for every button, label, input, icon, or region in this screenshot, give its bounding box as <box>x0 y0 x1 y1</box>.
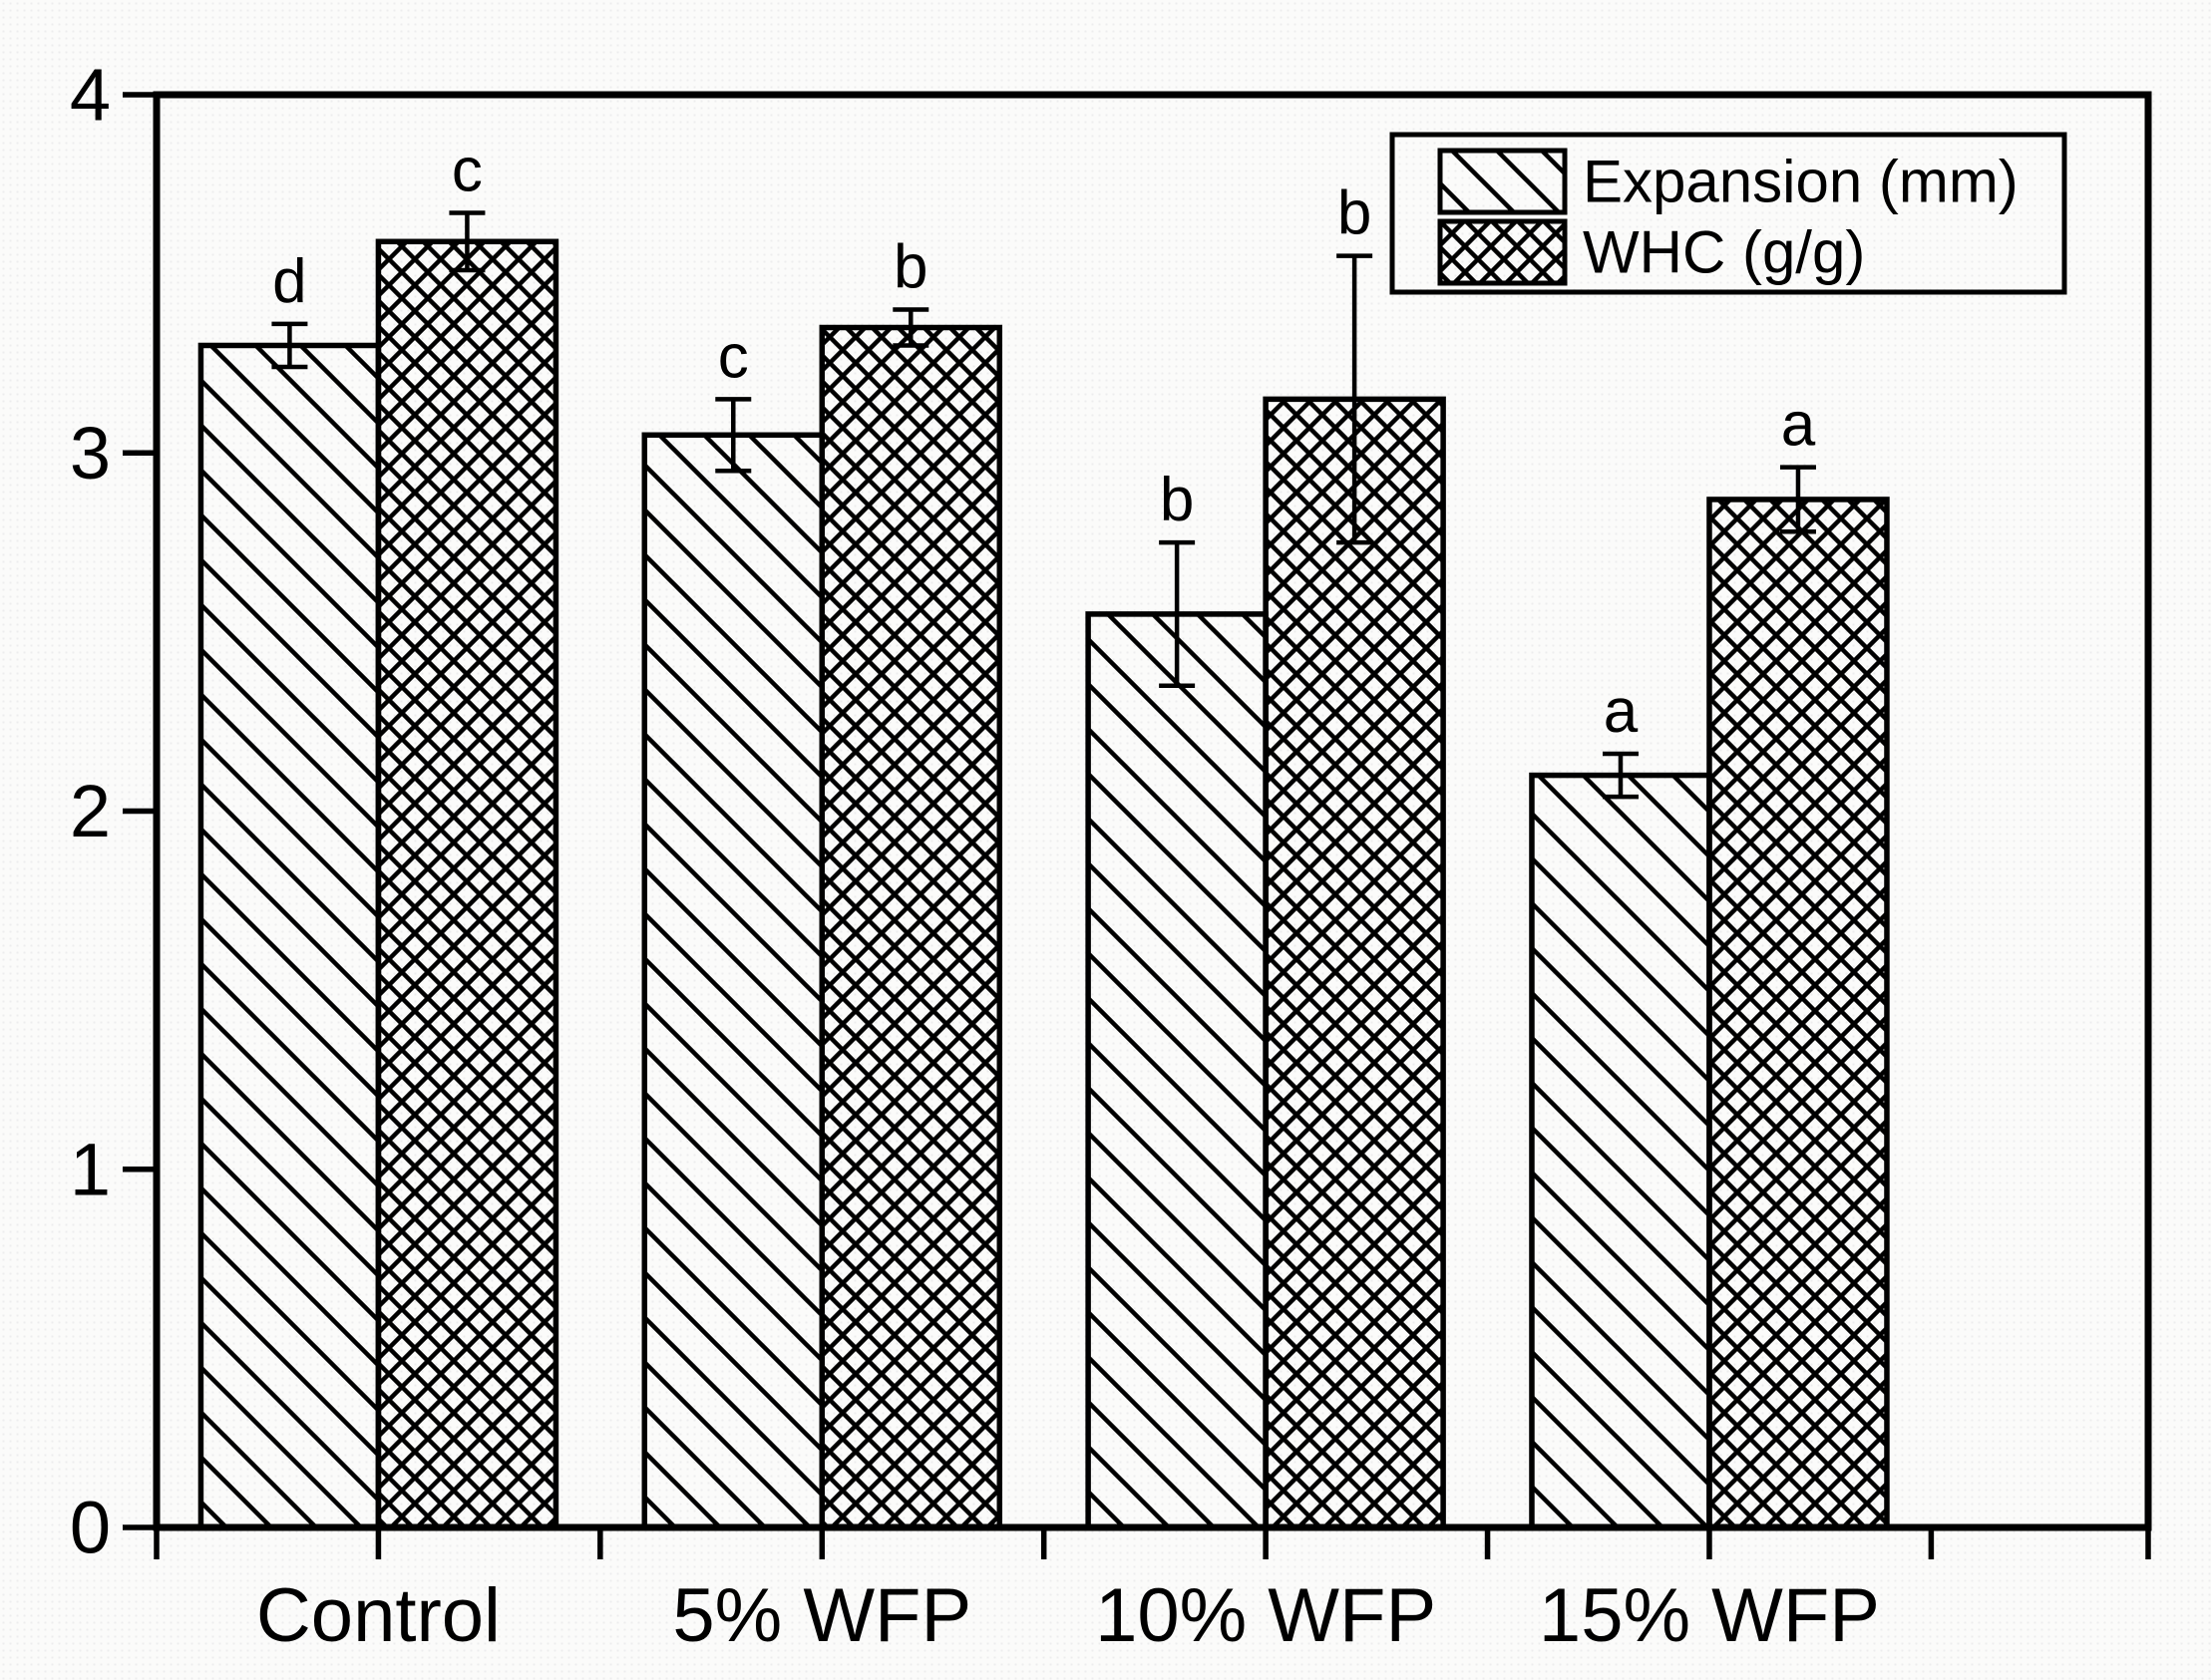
bar-whc-2 <box>819 324 1003 1530</box>
bar-expansion-1 <box>197 342 382 1530</box>
bar-expansion-3 <box>1085 611 1269 1530</box>
error-bar <box>1159 539 1196 689</box>
error-bar <box>1336 253 1373 545</box>
error-bar <box>893 307 929 348</box>
x-category-label: 10% WFP <box>1095 1573 1436 1658</box>
bar-whc-1 <box>375 238 559 1530</box>
legend-box <box>1389 132 2067 295</box>
sig-letter: b <box>1160 466 1194 534</box>
sig-letter: c <box>452 137 483 205</box>
x-category-label: 15% WFP <box>1539 1573 1880 1658</box>
y-tick-label: 0 <box>70 1487 111 1569</box>
sig-letter: a <box>1604 677 1639 746</box>
bar-expansion-2 <box>641 432 826 1530</box>
sig-letter: d <box>272 247 306 316</box>
y-tick-label: 1 <box>70 1128 111 1210</box>
error-bar <box>1602 751 1639 800</box>
bar-expansion-4 <box>1529 772 1712 1530</box>
error-bar <box>271 321 308 370</box>
bar-whc-4 <box>1706 497 1890 1530</box>
legend-swatch <box>1437 148 1568 215</box>
legend-label: Expansion (mm) <box>1583 149 2019 215</box>
error-bar <box>449 210 486 273</box>
y-tick-label: 3 <box>70 412 111 495</box>
legend-swatch <box>1437 218 1568 286</box>
sig-letter: a <box>1781 391 1816 460</box>
sig-letter: c <box>718 322 749 391</box>
sig-letter: b <box>894 233 927 302</box>
bar-whc-3 <box>1263 396 1446 1530</box>
sig-letter: b <box>1337 179 1371 248</box>
y-tick-label: 4 <box>70 54 111 137</box>
y-tick-label: 2 <box>70 770 111 852</box>
legend: Expansion (mm)WHC (g/g) <box>1389 132 2067 295</box>
x-category-label: 5% WFP <box>672 1573 971 1658</box>
error-bar <box>715 397 752 474</box>
error-bar <box>1779 465 1816 534</box>
legend-label: WHC (g/g) <box>1583 219 1865 286</box>
x-category-label: Control <box>256 1573 501 1658</box>
